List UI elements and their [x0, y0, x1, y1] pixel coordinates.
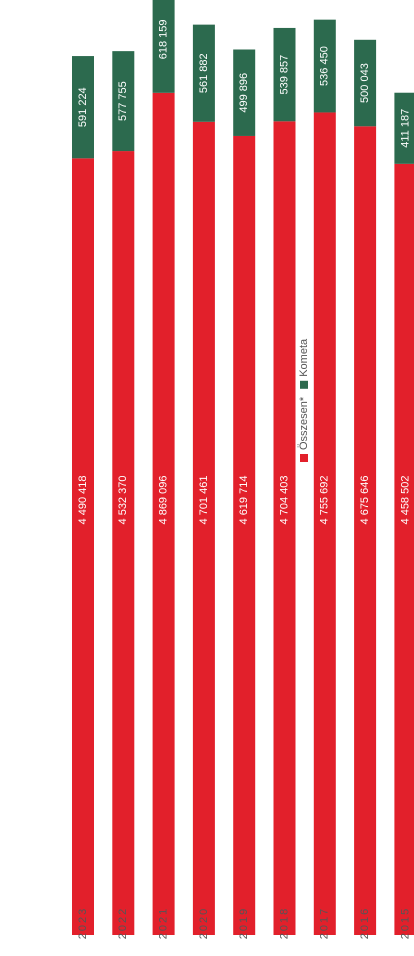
value-label: 577 755 [117, 81, 129, 121]
legend-label: Kometa [298, 338, 310, 377]
value-label: 618 159 [158, 19, 170, 59]
x-tick-label: 2020 [198, 907, 210, 939]
bar-segment [394, 92, 414, 164]
bar-segment [394, 163, 414, 935]
value-label: 4 532 370 [117, 476, 129, 525]
value-label: 536 450 [319, 46, 331, 86]
value-label: 4 704 403 [278, 476, 290, 525]
bar-segment [192, 24, 215, 122]
x-tick-label: 2016 [359, 907, 371, 939]
value-label: 539 857 [278, 55, 290, 95]
bar-segment [273, 27, 296, 122]
x-tick-label: 2021 [158, 907, 170, 939]
bar-segment [112, 151, 135, 935]
value-label: 591 224 [77, 87, 89, 127]
bar-segment [72, 56, 94, 159]
x-tick-label: 2022 [117, 907, 129, 939]
bar-segment [72, 158, 94, 936]
x-tick-label: 2019 [238, 907, 250, 939]
legend-swatch [300, 454, 308, 462]
value-label: 4 458 502 [399, 476, 411, 525]
x-tick-label: 2023 [77, 907, 89, 939]
x-tick-label: 2017 [319, 907, 331, 939]
bar-segment [233, 135, 256, 935]
bar-segment [354, 39, 377, 127]
bar-segment [192, 121, 215, 936]
legend-swatch [300, 380, 308, 389]
value-label: 4 701 461 [198, 476, 210, 525]
value-label: 4 619 714 [238, 476, 250, 525]
legend-label: Összesen* [298, 396, 310, 450]
bar-segment [152, 92, 175, 936]
value-label: 411 187 [399, 109, 411, 148]
bar-segment [273, 121, 296, 936]
value-label: 4 490 418 [77, 476, 89, 525]
bar-segment [313, 19, 336, 113]
value-label: 4 675 646 [359, 476, 371, 525]
bar-segment [233, 49, 256, 136]
x-tick-label: 2018 [278, 907, 290, 939]
value-label: 499 896 [238, 73, 250, 113]
bar-segment [152, 0, 175, 93]
value-label: 500 043 [359, 63, 371, 103]
x-tick-label: 2015 [399, 907, 411, 939]
bar-segment [354, 126, 377, 935]
value-label: 4 869 096 [158, 476, 170, 525]
value-label: 561 882 [198, 53, 210, 93]
bar-segment [112, 51, 135, 152]
bar-segment [313, 112, 336, 936]
value-label: 4 755 692 [319, 476, 331, 525]
